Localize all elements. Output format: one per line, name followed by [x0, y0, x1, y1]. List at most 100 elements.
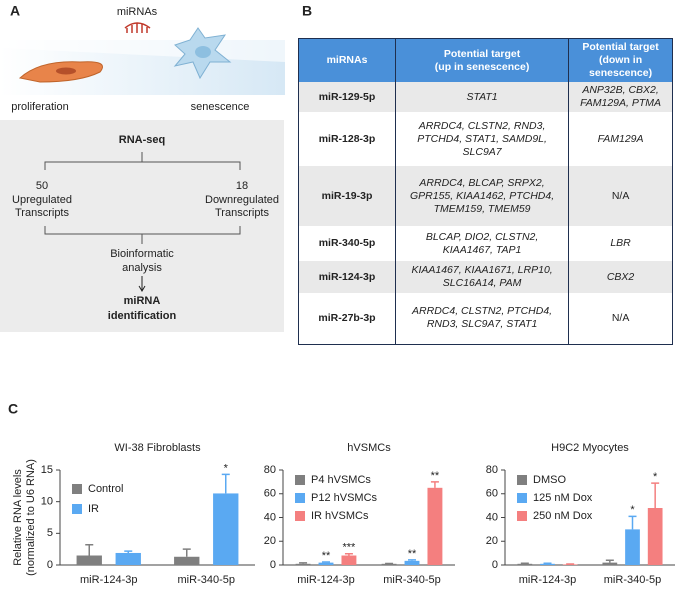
table-cell: ARRDC4, CLSTN2, PTCHD4, RND3, SLC9A7, ST… [394, 293, 570, 345]
legend-label: IR hVSMCs [311, 510, 369, 522]
error-bar [605, 559, 614, 563]
error-bar [299, 562, 308, 564]
y-tick-label: 40 [486, 511, 498, 523]
table-cell: N/A [568, 293, 673, 345]
error-bar [85, 543, 94, 556]
table-cell: miR-124-3p [298, 261, 396, 293]
bar [115, 552, 141, 565]
y-tick-label: 10 [41, 496, 53, 508]
legend-swatch [295, 475, 305, 485]
bar [213, 493, 239, 565]
legend-label: DMSO [533, 474, 566, 486]
error-bar [408, 559, 416, 561]
table-cell: ANP32B, CBX2, FAM129A, PTMA [568, 82, 673, 112]
result: miRNA [124, 295, 161, 307]
bracket [44, 226, 241, 244]
arrow [138, 276, 146, 292]
table-row: miR-128-3p ARRDC4, CLSTN2, RND3, PTCHD4, … [298, 112, 673, 166]
legend-label: 250 nM Dox [533, 510, 593, 522]
bar [404, 560, 420, 565]
bar [381, 563, 397, 565]
x-tick-label: miR-340-5p [604, 574, 661, 586]
chart-title: hVSMCs [347, 442, 391, 454]
table-cell: FAM129A [568, 112, 673, 166]
mirna-label: miRNAs [117, 6, 158, 18]
y-tick-label: 60 [486, 488, 498, 500]
state-label: proliferation [11, 101, 68, 113]
table-cell: STAT1 [394, 82, 570, 112]
y-tick-label: 0 [47, 559, 53, 571]
count-label: Transcripts [215, 207, 269, 219]
significance: * [630, 504, 635, 516]
y-tick-label: 5 [47, 527, 53, 539]
bar [427, 487, 443, 565]
table-cell: miR-128-3p [298, 112, 396, 166]
legend-swatch [517, 475, 527, 485]
table-cell: miR-129-5p [298, 82, 396, 112]
bar [625, 529, 640, 565]
error-bar [221, 473, 230, 494]
legend-swatch [517, 511, 527, 521]
bar [517, 563, 533, 565]
panel-label: B [302, 3, 312, 19]
nucleus [195, 46, 211, 58]
target-table: miRNAs Potential target (up in senescence)… [298, 38, 673, 345]
header-cell: miRNAs [298, 38, 396, 82]
y-tick-label: 0 [492, 559, 498, 571]
count: 50 [36, 180, 48, 192]
panel-label: A [10, 3, 20, 19]
significance: * [653, 471, 658, 483]
table-cell: LBR [568, 226, 673, 261]
header-text: Potential target [582, 41, 659, 53]
table-row: miR-129-5p STAT1 ANP32B, CBX2, FAM129A, PT… [298, 82, 673, 112]
bar [76, 555, 102, 565]
legend-swatch [295, 493, 305, 503]
count: 18 [236, 180, 248, 192]
chart-title: H9C2 Myocytes [551, 442, 629, 454]
significance: ** [408, 548, 417, 560]
x-tick-label: miR-124-3p [80, 574, 137, 586]
legend-swatch [72, 484, 82, 494]
mirna-icon [124, 22, 151, 33]
error-bar [124, 550, 133, 553]
step: Bioinformatic [110, 248, 174, 260]
count-label: Upregulated [12, 194, 72, 206]
error-bar [430, 481, 439, 488]
y-tick-label: 40 [264, 511, 276, 523]
x-tick-label: miR-340-5p [178, 574, 235, 586]
count-label: Transcripts [15, 207, 69, 219]
y-tick-label: 60 [264, 488, 276, 500]
y-axis-title: (normalized to U6 RNA) [25, 459, 37, 576]
significance: * [224, 462, 229, 474]
significance: *** [343, 542, 357, 554]
header-text: miRNAs [326, 54, 368, 66]
table-cell: ARRDC4, BLCAP, SRPX2, GPR155, KIAA1462, … [394, 166, 570, 226]
error-bar [543, 562, 552, 564]
y-tick-label: 80 [486, 464, 498, 476]
legend-label: P4 hVSMCs [311, 474, 371, 486]
legend-swatch [295, 511, 305, 521]
legend-label: P12 hVSMCs [311, 492, 378, 504]
table-cell: CBX2 [568, 261, 673, 293]
bar [174, 556, 200, 565]
bar [602, 562, 618, 565]
header-text: (down in senescence) [589, 54, 653, 79]
error-bar [344, 552, 353, 556]
y-tick-label: 20 [264, 535, 276, 547]
table-cell: ARRDC4, CLSTN2, RND3, PTCHD4, STAT1, SAM… [394, 112, 570, 166]
significance: ** [431, 470, 440, 482]
error-bar [651, 482, 660, 508]
bar [647, 508, 663, 565]
y-axis-title: Relative RNA levels [12, 469, 24, 566]
table-cell: miR-19-3p [298, 166, 396, 226]
step: analysis [122, 262, 162, 274]
bracket [44, 152, 241, 170]
state-label: senescence [191, 101, 250, 113]
table-cell: KIAA1467, KIAA1671, LRP10, SLC16A14, PAM [394, 261, 570, 293]
table-row: miR-27b-3p ARRDC4, CLSTN2, PTCHD4, RND3, … [298, 293, 673, 345]
y-tick-label: 15 [41, 464, 53, 476]
significance: ** [322, 550, 331, 562]
table-row: miR-19-3p ARRDC4, BLCAP, SRPX2, GPR155, K… [298, 166, 673, 226]
